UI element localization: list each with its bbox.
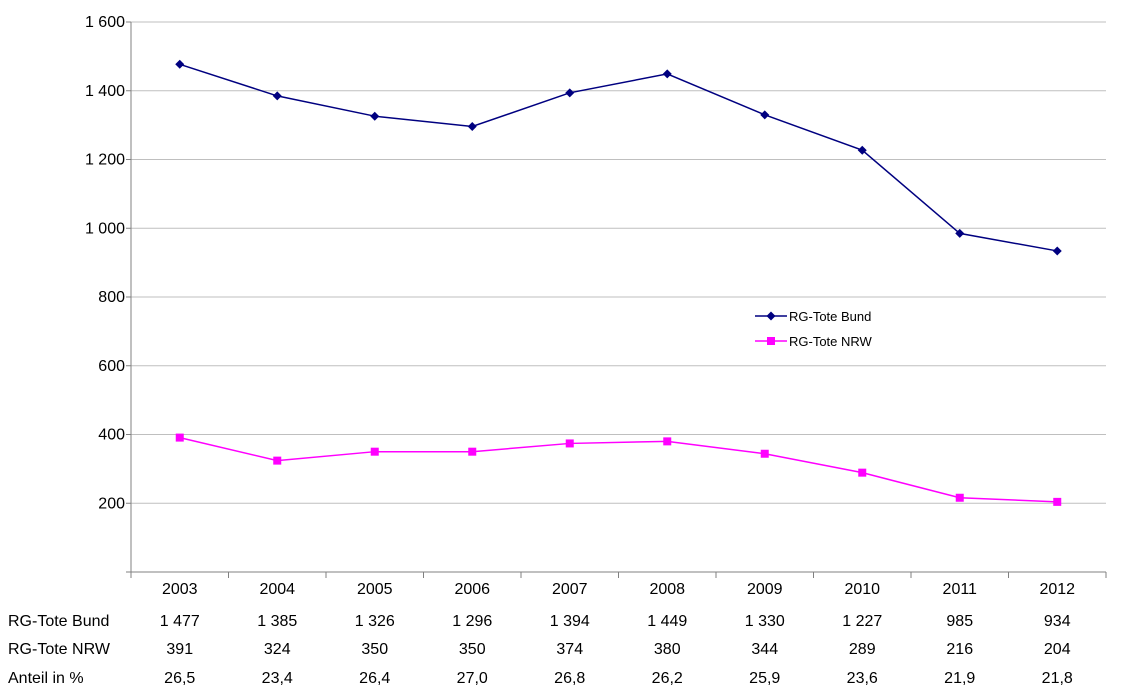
table-cell: 26,2 bbox=[652, 670, 683, 687]
y-tick-label: 1 200 bbox=[85, 152, 125, 169]
gridlines bbox=[131, 21, 1106, 504]
x-category-label: 2008 bbox=[649, 581, 685, 598]
x-category-label: 2007 bbox=[552, 581, 588, 598]
table-cell: 1 326 bbox=[355, 613, 395, 630]
data-point bbox=[272, 91, 282, 101]
table-cell: 985 bbox=[946, 613, 973, 630]
x-category-label: 2003 bbox=[162, 581, 198, 598]
x-category-label: 2010 bbox=[844, 581, 880, 598]
table-cell: 1 296 bbox=[452, 613, 492, 630]
data-point bbox=[370, 111, 380, 121]
table-cell: 344 bbox=[751, 641, 778, 658]
table-cell: 27,0 bbox=[457, 670, 488, 687]
x-axis-categories: 2003 2004 2005 2006 2007 2008 2009 2010 2011 2012 bbox=[162, 581, 1075, 598]
table-cell: 934 bbox=[1044, 613, 1071, 630]
table-cell: 23,6 bbox=[847, 670, 878, 687]
legend-marker bbox=[766, 311, 776, 321]
table-cell: 1 227 bbox=[842, 613, 882, 630]
series-line bbox=[179, 63, 1058, 252]
data-point bbox=[857, 145, 867, 155]
series-rg-tote-bund bbox=[175, 59, 1062, 256]
table-cell: 21,8 bbox=[1042, 670, 1073, 687]
data-point bbox=[565, 439, 574, 448]
table-cell: 289 bbox=[849, 641, 876, 658]
table-cell: 1 449 bbox=[647, 613, 687, 630]
x-category-label: 2012 bbox=[1039, 581, 1075, 598]
data-point bbox=[565, 88, 575, 98]
y-tick-label: 400 bbox=[98, 427, 125, 444]
data-point bbox=[273, 456, 282, 465]
y-tick-label: 600 bbox=[98, 358, 125, 375]
table-cell: 26,5 bbox=[164, 670, 195, 687]
table-cell: 26,8 bbox=[554, 670, 585, 687]
data-point bbox=[858, 468, 867, 477]
table-cell: 21,9 bbox=[944, 670, 975, 687]
table-cell: 25,9 bbox=[749, 670, 780, 687]
table-cell: 350 bbox=[459, 641, 486, 658]
x-category-label: 2006 bbox=[454, 581, 490, 598]
x-category-label: 2009 bbox=[747, 581, 783, 598]
table-cell: 1 330 bbox=[745, 613, 785, 630]
data-point bbox=[760, 110, 770, 120]
data-table: RG-Tote Bund 1 477 1 385 1 326 1 296 1 394 1 4… bbox=[8, 613, 1073, 687]
data-point bbox=[1053, 497, 1062, 506]
data-point bbox=[955, 228, 965, 238]
table-row-label: RG-Tote Bund bbox=[8, 613, 109, 630]
table-cell: 26,4 bbox=[359, 670, 390, 687]
y-tick-label: 800 bbox=[98, 289, 125, 306]
data-point bbox=[662, 69, 672, 79]
x-category-label: 2011 bbox=[943, 581, 978, 598]
table-row-label: Anteil in % bbox=[8, 670, 84, 687]
data-point bbox=[370, 447, 379, 456]
x-category-label: 2005 bbox=[357, 581, 393, 598]
legend-label: RG-Tote Bund bbox=[789, 309, 871, 324]
x-category-label: 2004 bbox=[259, 581, 295, 598]
table-cell: 23,4 bbox=[262, 670, 293, 687]
y-tick-label: 1 000 bbox=[85, 220, 125, 237]
data-point bbox=[468, 447, 477, 456]
table-cell: 204 bbox=[1044, 641, 1071, 658]
y-tick-label: 1 400 bbox=[85, 83, 125, 100]
data-point bbox=[467, 122, 477, 131]
table-cell: 1 477 bbox=[160, 613, 200, 630]
table-cell: 1 385 bbox=[257, 613, 297, 630]
table-cell: 350 bbox=[361, 641, 388, 658]
data-point bbox=[175, 433, 184, 442]
legend-item: RG-Tote Bund bbox=[755, 309, 871, 324]
table-cell: 216 bbox=[946, 641, 973, 658]
table-cell: 374 bbox=[556, 641, 583, 658]
table-cell: 1 394 bbox=[550, 613, 590, 630]
series-layer bbox=[175, 59, 1062, 506]
data-point bbox=[663, 437, 672, 446]
table-cell: 324 bbox=[264, 641, 291, 658]
series-line bbox=[179, 436, 1058, 503]
table-cell: 391 bbox=[166, 641, 193, 658]
legend-label: RG-Tote NRW bbox=[789, 334, 873, 349]
table-row-label: RG-Tote NRW bbox=[8, 641, 111, 658]
legend: RG-Tote Bund RG-Tote NRW bbox=[755, 309, 873, 349]
y-tick-label: 200 bbox=[98, 495, 125, 512]
data-point bbox=[175, 59, 185, 69]
legend-marker bbox=[767, 337, 775, 345]
y-tick-label: 1 600 bbox=[85, 14, 125, 31]
data-point bbox=[955, 493, 964, 502]
data-point bbox=[760, 449, 769, 458]
series-rg-tote-nrw bbox=[175, 433, 1062, 506]
y-axis-ticks: 200 400 600 800 1 000 1 200 1 400 1 600 bbox=[85, 14, 131, 573]
legend-item: RG-Tote NRW bbox=[755, 334, 873, 349]
data-point bbox=[1052, 246, 1062, 256]
table-cell: 380 bbox=[654, 641, 681, 658]
